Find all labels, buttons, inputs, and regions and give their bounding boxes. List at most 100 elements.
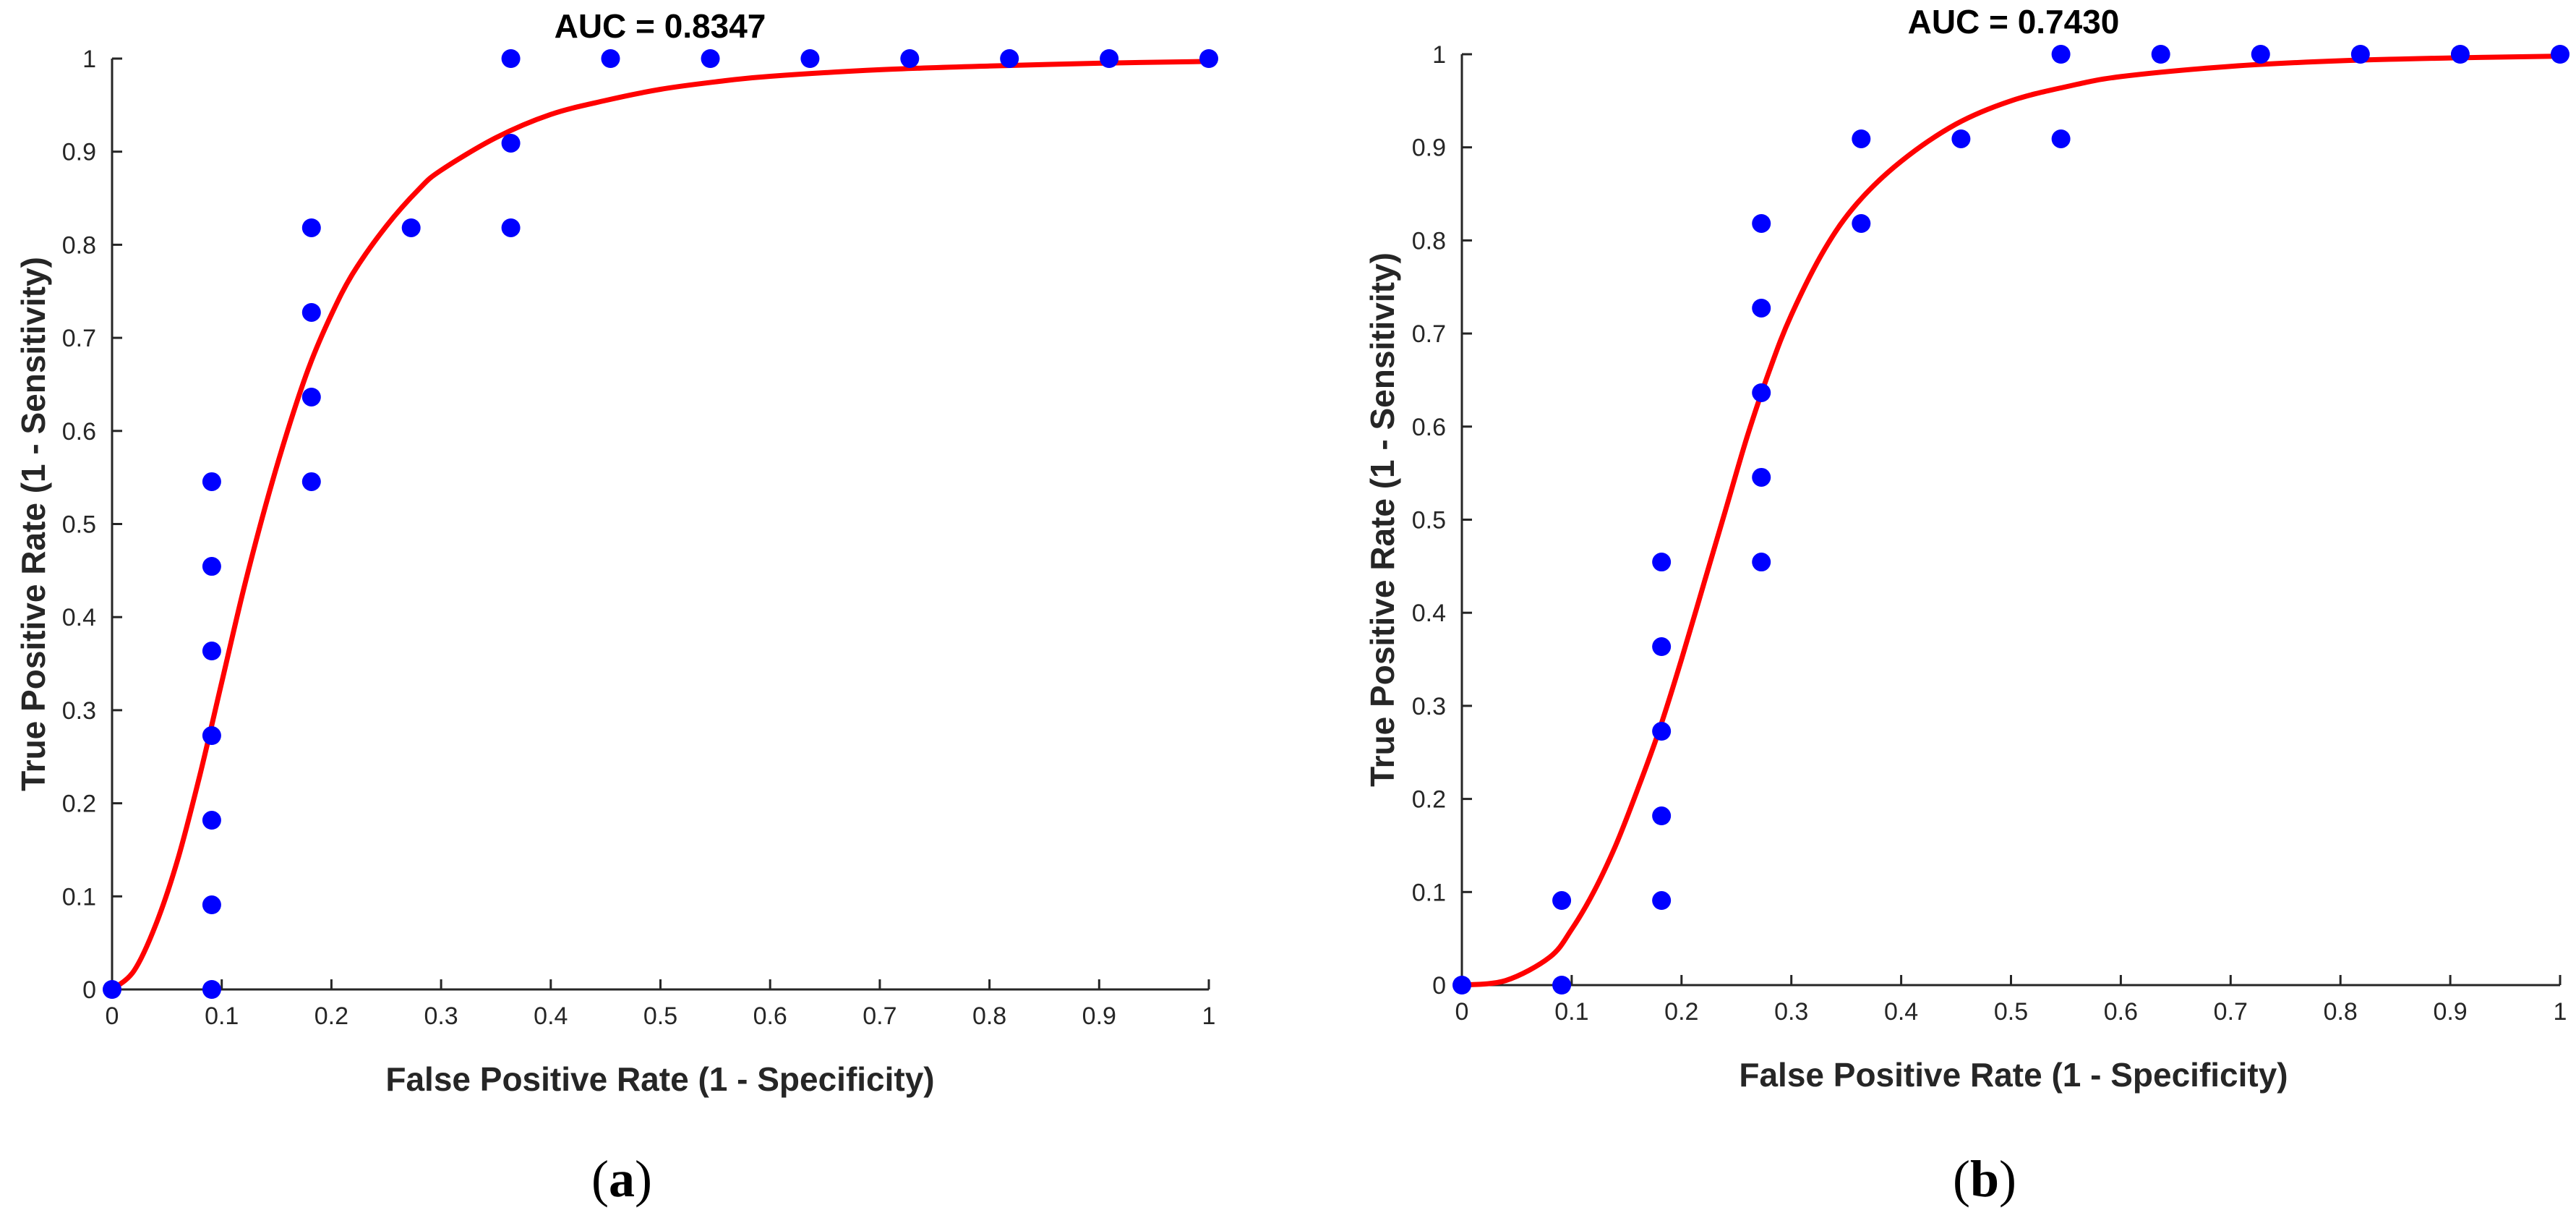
- data-point-b-7: [1652, 553, 1672, 572]
- caption-open-b: (: [1953, 1150, 1970, 1208]
- data-point-a-0: [103, 980, 121, 999]
- data-point-b-15: [1951, 129, 1971, 148]
- data-point-a-20: [1000, 49, 1019, 68]
- y-axis-label-a: True Positive Rate (1 - Sensitivity): [14, 257, 52, 791]
- x-tick-label-a-6: 0.6: [753, 1002, 787, 1030]
- x-tick-label-a-1: 0.1: [205, 1002, 239, 1030]
- data-point-b-9: [1752, 467, 1771, 487]
- y-tick-label-a-1: 0.1: [62, 883, 96, 911]
- caption-close-a: ): [635, 1150, 652, 1208]
- data-point-a-18: [800, 49, 820, 68]
- x-tick-label-b-7: 0.7: [2214, 998, 2248, 1026]
- data-point-a-1: [202, 980, 221, 999]
- data-point-a-3: [202, 811, 221, 830]
- x-tick-label-b-8: 0.8: [2324, 998, 2358, 1026]
- data-point-a-11: [301, 218, 321, 237]
- caption-letter-a: a: [609, 1150, 635, 1208]
- data-point-a-16: [601, 49, 620, 68]
- data-point-b-16: [2051, 129, 2071, 148]
- x-tick-label-b-6: 0.6: [2104, 998, 2138, 1026]
- data-point-a-9: [301, 387, 321, 406]
- data-point-b-22: [2551, 45, 2569, 64]
- x-tick-label-b-10: 1: [2554, 998, 2567, 1026]
- x-tick-label-a-0: 0: [106, 1002, 119, 1030]
- x-tick-label-a-8: 0.8: [972, 1002, 1006, 1030]
- y-tick-label-a-10: 1: [82, 46, 96, 73]
- panel-caption-b: (b): [1953, 1150, 2016, 1208]
- caption-letter-b: b: [1970, 1150, 1999, 1208]
- data-point-a-12: [401, 218, 421, 237]
- data-point-a-8: [301, 472, 321, 491]
- x-tick-label-a-10: 1: [1202, 1002, 1216, 1030]
- data-point-b-3: [1652, 891, 1672, 911]
- x-tick-label-b-3: 0.3: [1774, 998, 1808, 1026]
- x-tick-label-b-1: 0.1: [1554, 998, 1588, 1026]
- x-ticks-a: 0 0.1 0.2 0.3 0.4 0.5 0.6 0.7 0.8 0.9 1: [106, 979, 1216, 1030]
- data-point-a-5: [202, 642, 221, 661]
- data-point-a-22: [1199, 49, 1218, 68]
- data-point-b-4: [1652, 806, 1672, 826]
- x-axis-label-b: False Positive Rate (1 - Specificity): [1739, 1056, 2288, 1094]
- roc-panel-b: AUC = 0.7430 0 0.1 0.2 0.3 0.4 0.5 0.6 0.7 0.8 0.…: [1364, 3, 2569, 1208]
- y-tick-label-b-0: 0: [1432, 972, 1446, 1000]
- roc-curve-a: [109, 59, 1212, 992]
- y-tick-label-a-2: 0.2: [62, 791, 96, 818]
- roc-panel-a: AUC = 0.8347 0 0.1 0.2 0.3 0.4 0.5 0.6 0.7 0.8 0.…: [14, 7, 1218, 1208]
- chart-title-b: AUC = 0.7430: [1908, 3, 2120, 41]
- y-tick-label-a-0: 0: [82, 976, 96, 1004]
- x-tick-label-a-4: 0.4: [534, 1002, 568, 1030]
- data-point-b-1: [1552, 976, 1572, 995]
- data-points-a: [103, 49, 1218, 999]
- data-point-b-21: [2450, 45, 2470, 64]
- x-tick-label-b-0: 0: [1455, 998, 1469, 1026]
- data-point-a-4: [202, 726, 221, 746]
- y-tick-label-a-5: 0.5: [62, 511, 96, 539]
- data-point-a-15: [501, 49, 521, 68]
- data-point-b-20: [2350, 45, 2370, 64]
- y-axis-label-b: True Positive Rate (1 - Sensitivity): [1364, 252, 1401, 787]
- y-tick-label-b-5: 0.5: [1412, 507, 1446, 535]
- y-tick-label-b-8: 0.8: [1412, 227, 1446, 255]
- caption-close-b: ): [1999, 1150, 2016, 1208]
- caption-open-a: (: [591, 1150, 609, 1208]
- y-ticks-a: 0 0.1 0.2 0.3 0.4 0.5 0.6 0.7 0.8 0.9 1: [62, 46, 122, 1004]
- data-point-a-6: [202, 557, 221, 576]
- x-tick-label-a-9: 0.9: [1082, 1002, 1116, 1030]
- y-tick-label-b-2: 0.2: [1412, 786, 1446, 814]
- y-ticks-b: 0 0.1 0.2 0.3 0.4 0.5 0.6 0.7 0.8 0.9 1: [1412, 41, 1472, 1000]
- y-tick-label-b-1: 0.1: [1412, 879, 1446, 906]
- data-point-b-18: [2151, 45, 2170, 64]
- x-tick-label-a-5: 0.5: [643, 1002, 677, 1030]
- y-tick-label-a-7: 0.7: [62, 325, 96, 352]
- data-point-b-19: [2251, 45, 2270, 64]
- data-point-a-13: [501, 218, 521, 237]
- data-point-a-10: [301, 302, 321, 322]
- chart-title-a: AUC = 0.8347: [555, 7, 766, 45]
- x-axis-label-a: False Positive Rate (1 - Specificity): [385, 1060, 934, 1098]
- data-point-b-5: [1652, 722, 1672, 741]
- x-tick-label-a-3: 0.3: [424, 1002, 458, 1030]
- y-tick-label-b-6: 0.6: [1412, 414, 1446, 441]
- data-point-b-2: [1552, 891, 1572, 911]
- panel-caption-a: (a): [591, 1150, 652, 1208]
- data-point-b-12: [1752, 213, 1771, 233]
- y-tick-label-b-10: 1: [1432, 41, 1446, 69]
- data-point-a-21: [1100, 49, 1119, 68]
- data-point-a-17: [701, 49, 720, 68]
- data-point-a-2: [202, 895, 221, 915]
- x-tick-label-b-5: 0.5: [1994, 998, 2028, 1026]
- data-point-b-10: [1752, 383, 1771, 402]
- x-tick-label-a-2: 0.2: [314, 1002, 348, 1030]
- data-points-b: [1452, 45, 2569, 995]
- y-tick-label-b-3: 0.3: [1412, 693, 1446, 720]
- y-tick-label-a-9: 0.9: [62, 139, 96, 166]
- data-point-b-17: [2051, 45, 2071, 64]
- y-tick-label-a-4: 0.4: [62, 604, 96, 631]
- x-tick-label-a-7: 0.7: [863, 1002, 897, 1030]
- y-tick-label-a-8: 0.8: [62, 231, 96, 259]
- roc-curve-b: [1459, 54, 2563, 988]
- y-tick-label-b-4: 0.4: [1412, 600, 1446, 627]
- data-point-b-14: [1852, 129, 1871, 148]
